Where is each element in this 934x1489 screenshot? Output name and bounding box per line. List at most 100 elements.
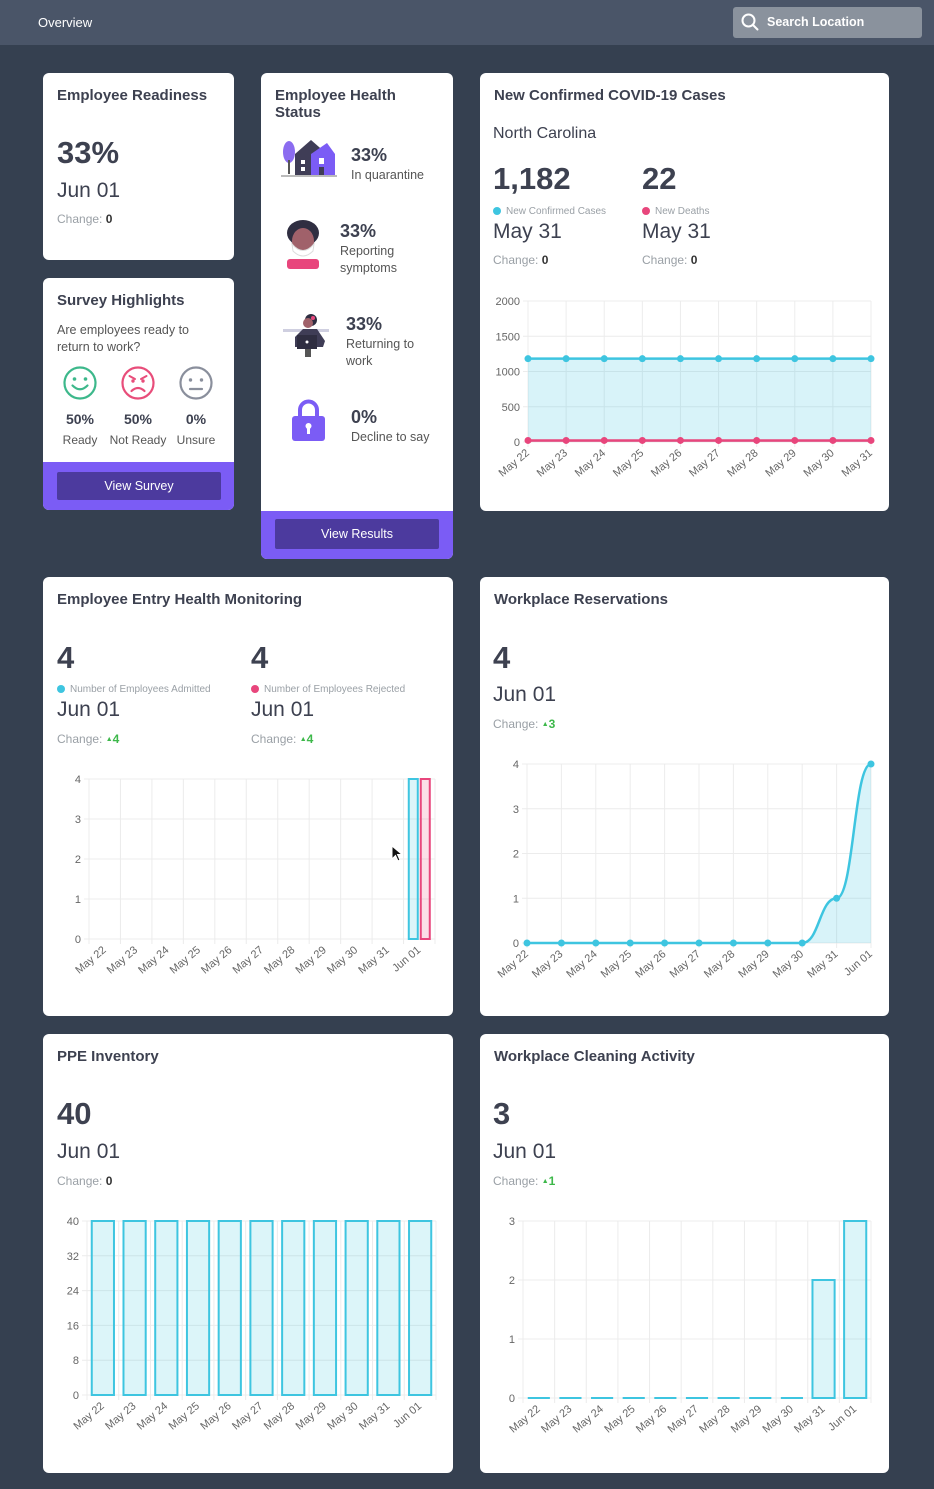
bar	[407, 778, 419, 940]
covid-cases-card: New Confirmed COVID-19 Cases North Carol…	[480, 73, 889, 511]
health-decline-pct: 0%	[351, 407, 378, 427]
data-point	[695, 939, 703, 947]
employee-readiness-card: Employee Readiness 33% Jun 01 Change: 0	[43, 73, 234, 260]
y-tick-label: 1	[513, 893, 519, 905]
data-point	[592, 939, 600, 947]
employee-health-status-card: Employee Health Status 33% In quarantine…	[261, 73, 453, 559]
health-returning-pct: 33%	[346, 314, 383, 334]
data-point	[715, 436, 723, 444]
x-tick-label: Jun 01	[826, 1403, 859, 1433]
card-title: Employee Readiness	[57, 87, 208, 104]
bar	[312, 1220, 338, 1396]
x-tick-label: May 23	[103, 1400, 138, 1432]
y-tick-label: 32	[67, 1251, 79, 1263]
x-tick-label: May 22	[496, 948, 531, 980]
x-tick-label: May 24	[573, 447, 608, 479]
search-location-input[interactable]: Search Location	[733, 7, 922, 38]
series-line	[527, 762, 872, 945]
x-tick-label: May 24	[135, 1400, 170, 1432]
x-tick-label: May 30	[325, 944, 360, 976]
x-tick-label: May 31	[840, 447, 875, 479]
data-point	[661, 939, 669, 947]
x-tick-label: May 25	[602, 1403, 637, 1435]
covid-cases-legend: New Confirmed Cases	[493, 206, 606, 217]
x-tick-label: May 22	[71, 1400, 106, 1432]
data-point	[638, 436, 646, 444]
covid-location: North Carolina	[493, 125, 597, 142]
entry-rejected-value: 4	[251, 640, 269, 675]
health-quarantine-label: In quarantine	[351, 168, 424, 182]
x-tick-label: May 25	[599, 948, 634, 980]
covid-cases-date: May 31	[493, 220, 562, 243]
y-tick-label: 4	[75, 774, 81, 786]
data-point	[833, 894, 841, 902]
workplace-cleaning-card: Workplace Cleaning Activity 3 Jun 01 Cha…	[480, 1034, 889, 1473]
data-point	[791, 355, 799, 363]
ppe-date: Jun 01	[57, 1140, 121, 1163]
x-tick-label: Jun 01	[842, 948, 875, 978]
x-tick-label: May 30	[760, 1403, 795, 1435]
data-point	[867, 355, 875, 363]
entry-health-monitoring-card: Employee Entry Health Monitoring 4 Numbe…	[43, 577, 453, 1016]
lock-icon	[292, 399, 325, 441]
data-point	[562, 436, 570, 444]
data-point	[829, 436, 837, 444]
data-point	[715, 355, 723, 363]
data-point	[676, 355, 684, 363]
y-tick-label: 3	[513, 804, 519, 816]
y-tick-label: 16	[67, 1320, 79, 1332]
y-tick-label: 0	[75, 934, 81, 946]
x-tick-label: May 27	[230, 1400, 265, 1432]
y-tick-label: 1	[75, 894, 81, 906]
survey-unsure-pct: 0%	[185, 411, 207, 427]
view-results-button[interactable]: View Results	[275, 519, 439, 549]
x-tick-label: May 28	[262, 944, 297, 976]
data-point	[557, 939, 565, 947]
x-tick-label: May 24	[571, 1403, 606, 1435]
x-tick-label: May 25	[167, 1400, 202, 1432]
data-point	[764, 939, 772, 947]
mouse-cursor-icon	[391, 845, 403, 862]
entry-admitted-date: Jun 01	[57, 698, 121, 721]
health-returning-label: Returning to work	[346, 337, 415, 368]
cleaning-change: Change: 1	[493, 1174, 555, 1188]
y-tick-label: 2	[509, 1275, 515, 1287]
covid-cases-change: Change: 0	[493, 253, 549, 267]
y-tick-label: 1	[509, 1334, 515, 1346]
readiness-value: 33%	[57, 135, 120, 170]
card-title: PPE Inventory	[57, 1048, 159, 1065]
x-tick-label: May 25	[168, 944, 203, 976]
bar	[419, 778, 431, 940]
y-tick-label: 2000	[496, 296, 520, 308]
data-point	[524, 436, 532, 444]
entry-admitted-legend: Number of Employees Admitted	[57, 684, 211, 695]
data-point	[729, 939, 737, 947]
x-tick-label: May 27	[666, 1403, 701, 1435]
bar	[843, 1220, 868, 1399]
covid-deaths-date: May 31	[642, 220, 711, 243]
card-title: Workplace Cleaning Activity	[494, 1048, 695, 1065]
x-tick-label: May 31	[356, 944, 391, 976]
covid-cases-chart: 0 500 1000 1500 2000 May 22 May 23 May 24 May 25…	[496, 296, 875, 479]
y-tick-label: 0	[73, 1390, 79, 1402]
cleaning-value: 3	[493, 1096, 511, 1131]
y-tick-label: 1500	[496, 331, 520, 343]
bar	[249, 1220, 274, 1396]
bar	[154, 1220, 179, 1396]
view-survey-button[interactable]: View Survey	[57, 472, 221, 500]
x-tick-label: May 29	[729, 1403, 764, 1435]
y-tick-label: 0	[513, 938, 519, 950]
workplace-reservations-card: Workplace Reservations 4 Jun 01 Change: …	[480, 577, 889, 1016]
health-footer: View Results	[261, 511, 453, 559]
y-tick-label: 1000	[496, 367, 520, 379]
entry-admitted-value: 4	[57, 640, 75, 675]
x-tick-label: May 30	[771, 948, 806, 980]
reservations-change: Change: 3	[493, 717, 555, 731]
x-tick-label: May 27	[668, 948, 703, 980]
breadcrumb-overview[interactable]: Overview	[38, 15, 93, 30]
data-point	[524, 355, 532, 363]
x-tick-label: May 26	[198, 1400, 233, 1432]
y-tick-label: 500	[502, 402, 520, 414]
